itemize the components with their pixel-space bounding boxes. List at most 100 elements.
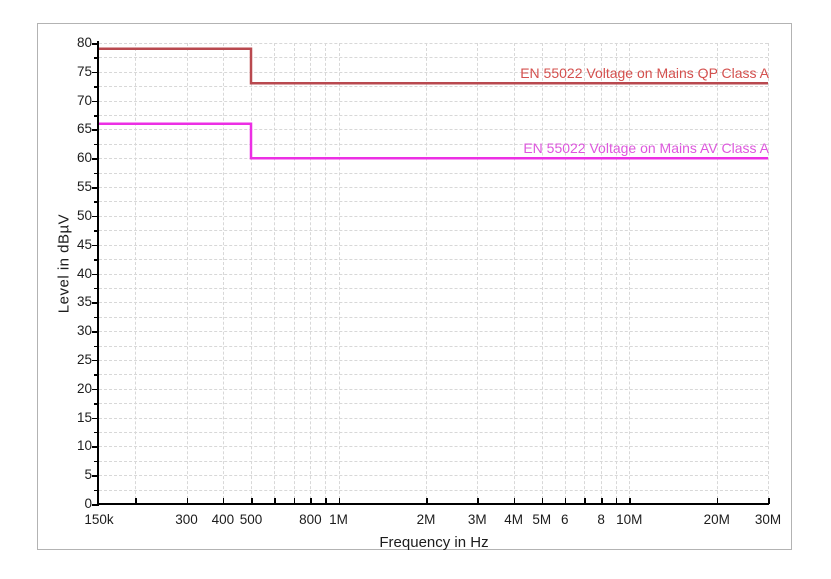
y-minor-tick bbox=[94, 230, 99, 232]
y-major-tick bbox=[92, 417, 99, 420]
h-gridline bbox=[99, 129, 768, 131]
h-gridline bbox=[99, 215, 768, 217]
y-tick-label: 80 bbox=[76, 35, 92, 50]
y-major-tick bbox=[92, 244, 99, 247]
x-tick bbox=[325, 498, 327, 504]
y-major-tick bbox=[92, 43, 99, 45]
x-tick-label: 6 bbox=[561, 512, 569, 527]
v-gridline bbox=[768, 43, 769, 504]
y-tick-label: 25 bbox=[76, 351, 92, 367]
x-tick bbox=[222, 498, 225, 504]
y-major-tick bbox=[92, 504, 99, 506]
y-minor-tick bbox=[94, 345, 99, 348]
y-minor-tick bbox=[94, 143, 99, 146]
x-tick bbox=[768, 498, 770, 504]
x-tick-label: 8 bbox=[597, 512, 605, 527]
v-gridline bbox=[310, 43, 312, 504]
y-minor-tick bbox=[94, 172, 99, 175]
y-minor-tick bbox=[94, 57, 99, 59]
v-gridline bbox=[601, 43, 603, 504]
h-gridline bbox=[99, 230, 768, 232]
v-gridline bbox=[426, 43, 428, 504]
y-major-tick bbox=[92, 129, 99, 131]
h-gridline bbox=[99, 100, 768, 102]
x-tick-label: 3M bbox=[467, 512, 487, 527]
x-tick-label: 4M bbox=[504, 512, 523, 527]
v-gridline bbox=[274, 43, 276, 504]
v-gridline bbox=[293, 43, 295, 504]
h-gridline bbox=[99, 345, 768, 347]
x-tick-label: 30M bbox=[754, 512, 782, 527]
x-tick bbox=[584, 498, 586, 504]
h-gridline bbox=[99, 388, 768, 390]
y-major-tick bbox=[92, 302, 99, 304]
y-major-tick bbox=[92, 100, 99, 103]
x-tick bbox=[601, 498, 603, 504]
h-gridline bbox=[99, 201, 768, 203]
y-tick-label: 15 bbox=[76, 409, 92, 425]
v-gridline bbox=[541, 43, 543, 504]
y-major-tick bbox=[92, 359, 99, 362]
y-minor-tick bbox=[94, 86, 99, 88]
y-major-tick bbox=[92, 273, 99, 275]
v-gridline bbox=[513, 43, 515, 504]
x-tick-label: 20M bbox=[703, 512, 730, 527]
y-minor-tick bbox=[94, 201, 99, 203]
h-gridline bbox=[99, 316, 768, 318]
x-tick bbox=[310, 498, 312, 504]
h-gridline bbox=[99, 57, 768, 59]
v-gridline bbox=[222, 43, 224, 504]
h-gridline bbox=[99, 172, 768, 174]
v-gridline bbox=[584, 43, 586, 504]
y-minor-tick bbox=[94, 489, 99, 492]
y-tick-label: 65 bbox=[76, 121, 92, 137]
h-gridline bbox=[99, 403, 768, 405]
x-tick-label: 300 bbox=[175, 512, 198, 527]
h-gridline bbox=[99, 86, 768, 88]
v-gridline bbox=[564, 43, 566, 504]
y-major-tick bbox=[92, 71, 99, 74]
h-gridline bbox=[99, 287, 768, 289]
v-gridline bbox=[716, 43, 718, 504]
y-tick-label: 60 bbox=[76, 150, 92, 166]
y-major-tick bbox=[92, 215, 99, 218]
y-minor-tick bbox=[94, 316, 99, 319]
series-label-av: EN 55022 Voltage on Mains AV Class A bbox=[523, 140, 769, 157]
y-tick-label: 40 bbox=[76, 265, 92, 281]
h-gridline bbox=[99, 489, 768, 491]
x-tick bbox=[338, 498, 341, 504]
x-tick bbox=[274, 498, 276, 504]
y-major-tick bbox=[92, 388, 99, 391]
x-tick bbox=[541, 498, 544, 504]
y-major-tick bbox=[92, 187, 99, 189]
x-tick-label: 800 bbox=[299, 512, 322, 527]
h-gridline bbox=[99, 302, 768, 304]
series-label-qp: EN 55022 Voltage on Mains QP Class A bbox=[520, 65, 769, 82]
y-major-tick bbox=[92, 475, 99, 477]
x-tick bbox=[564, 498, 567, 504]
h-gridline bbox=[99, 417, 768, 419]
y-minor-tick bbox=[94, 374, 99, 376]
h-gridline bbox=[99, 460, 768, 462]
h-gridline bbox=[99, 446, 768, 448]
v-gridline bbox=[325, 43, 327, 504]
x-tick-label: 400 bbox=[211, 512, 235, 527]
x-tick-label: 1M bbox=[329, 512, 348, 527]
x-tick-label: 150k bbox=[84, 512, 114, 527]
y-major-tick bbox=[92, 158, 99, 160]
x-tick bbox=[186, 498, 189, 504]
x-tick-label: 5M bbox=[532, 512, 552, 527]
x-tick bbox=[251, 498, 253, 504]
x-tick bbox=[477, 498, 479, 504]
x-axis-line bbox=[97, 503, 769, 505]
y-minor-tick bbox=[94, 287, 99, 290]
y-tick-label: 0 bbox=[84, 496, 92, 511]
chart-frame bbox=[37, 23, 792, 550]
v-gridline bbox=[615, 43, 617, 504]
x-tick bbox=[513, 498, 516, 504]
v-gridline bbox=[251, 43, 253, 504]
h-gridline bbox=[99, 244, 768, 246]
y-tick-label: 55 bbox=[76, 179, 92, 195]
y-axis-line bbox=[97, 41, 99, 505]
